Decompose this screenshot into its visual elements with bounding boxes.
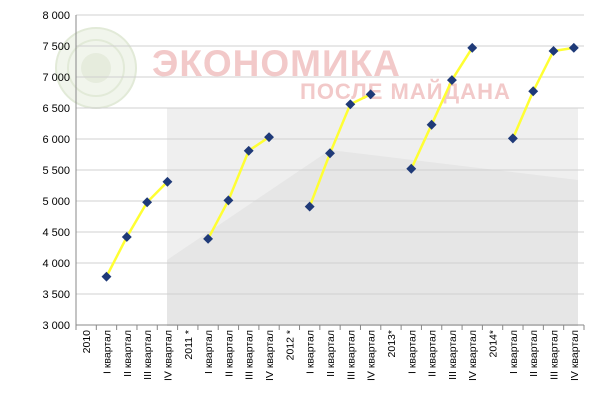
y-tick-label: 8 000 xyxy=(42,10,70,22)
x-tick-label: IV квартал xyxy=(569,330,581,381)
data-point-marker xyxy=(142,197,153,208)
x-tick-label: IV квартал xyxy=(467,330,479,381)
x-tick-label: IV квартал xyxy=(264,330,276,381)
x-tick-label: I квартал xyxy=(406,330,418,374)
data-point-marker xyxy=(568,42,579,53)
y-tick-label: 3 000 xyxy=(42,320,70,332)
series-line-segment xyxy=(511,46,574,139)
x-tick-label: II квартал xyxy=(427,330,439,377)
series-line-segment xyxy=(308,93,372,208)
x-tick-label: II квартал xyxy=(528,330,540,377)
emblem-watermark xyxy=(55,27,137,109)
x-tick-label: II квартал xyxy=(325,330,337,377)
y-tick-label: 7 500 xyxy=(42,41,70,53)
x-tick-label: I квартал xyxy=(203,330,215,374)
x-tick-label: II квартал xyxy=(122,330,134,377)
x-tick-label: I квартал xyxy=(508,330,520,374)
data-point-marker xyxy=(101,271,112,282)
x-tick-label: 2012 * xyxy=(284,330,296,360)
data-point-marker xyxy=(223,195,234,206)
x-axis-ticks: 2010 I квартал II квартал III квартал IV ква… xyxy=(75,325,585,381)
y-tick-label: 5 000 xyxy=(42,196,70,208)
y-tick-label: 3 500 xyxy=(42,289,70,301)
x-tick-label: 2011 * xyxy=(183,330,195,360)
series-line-segment xyxy=(206,136,270,240)
y-tick-label: 4 000 xyxy=(42,258,70,270)
data-point-marker xyxy=(528,86,539,97)
x-tick-label: IV квартал xyxy=(366,330,378,381)
y-tick-label: 6 500 xyxy=(42,103,70,115)
series-line-segment xyxy=(410,47,474,170)
x-tick-label: I квартал xyxy=(305,330,317,374)
watermark-subtitle: ПОСЛЕ МАЙДАНА xyxy=(300,79,511,104)
x-tick-label: 2010 xyxy=(81,330,93,354)
x-tick-label: I квартал xyxy=(101,330,113,374)
y-axis-ticks: 3 000 3 500 4 000 4 500 5 000 5 500 6 000 6 500… xyxy=(42,10,70,332)
axes xyxy=(75,15,584,326)
y-tick-label: 5 500 xyxy=(42,165,70,177)
y-tick-label: 4 500 xyxy=(42,227,70,239)
gridlines xyxy=(76,14,584,295)
x-tick-label: III квартал xyxy=(345,330,357,380)
x-tick-label: III квартал xyxy=(549,330,561,380)
data-point-marker xyxy=(304,201,315,212)
data-point-marker xyxy=(121,232,132,242)
data-point-marker xyxy=(548,46,559,56)
watermark-title: ЭКОНОМИКА xyxy=(152,43,401,84)
data-point-marker xyxy=(325,148,335,159)
x-tick-label: III квартал xyxy=(447,330,459,380)
series-line-segment xyxy=(105,180,169,278)
data-point-marker xyxy=(243,145,254,156)
x-tick-label: 2014* xyxy=(488,330,500,357)
y-tick-label: 6 000 xyxy=(42,134,70,146)
data-point-marker xyxy=(406,163,417,174)
series-markers xyxy=(101,42,579,282)
x-tick-label: 2013* xyxy=(386,330,398,357)
x-tick-label: II квартал xyxy=(223,330,235,377)
x-tick-label: IV квартал xyxy=(162,330,174,381)
data-point-marker xyxy=(162,176,173,187)
data-point-marker xyxy=(507,133,518,144)
data-point-marker xyxy=(264,132,274,143)
series-lines xyxy=(105,46,574,278)
x-tick-label: III квартал xyxy=(244,330,256,380)
data-point-marker xyxy=(203,233,214,244)
background-photo-shading xyxy=(167,150,578,326)
y-tick-label: 7 000 xyxy=(42,72,70,84)
x-tick-label: III квартал xyxy=(142,330,154,380)
